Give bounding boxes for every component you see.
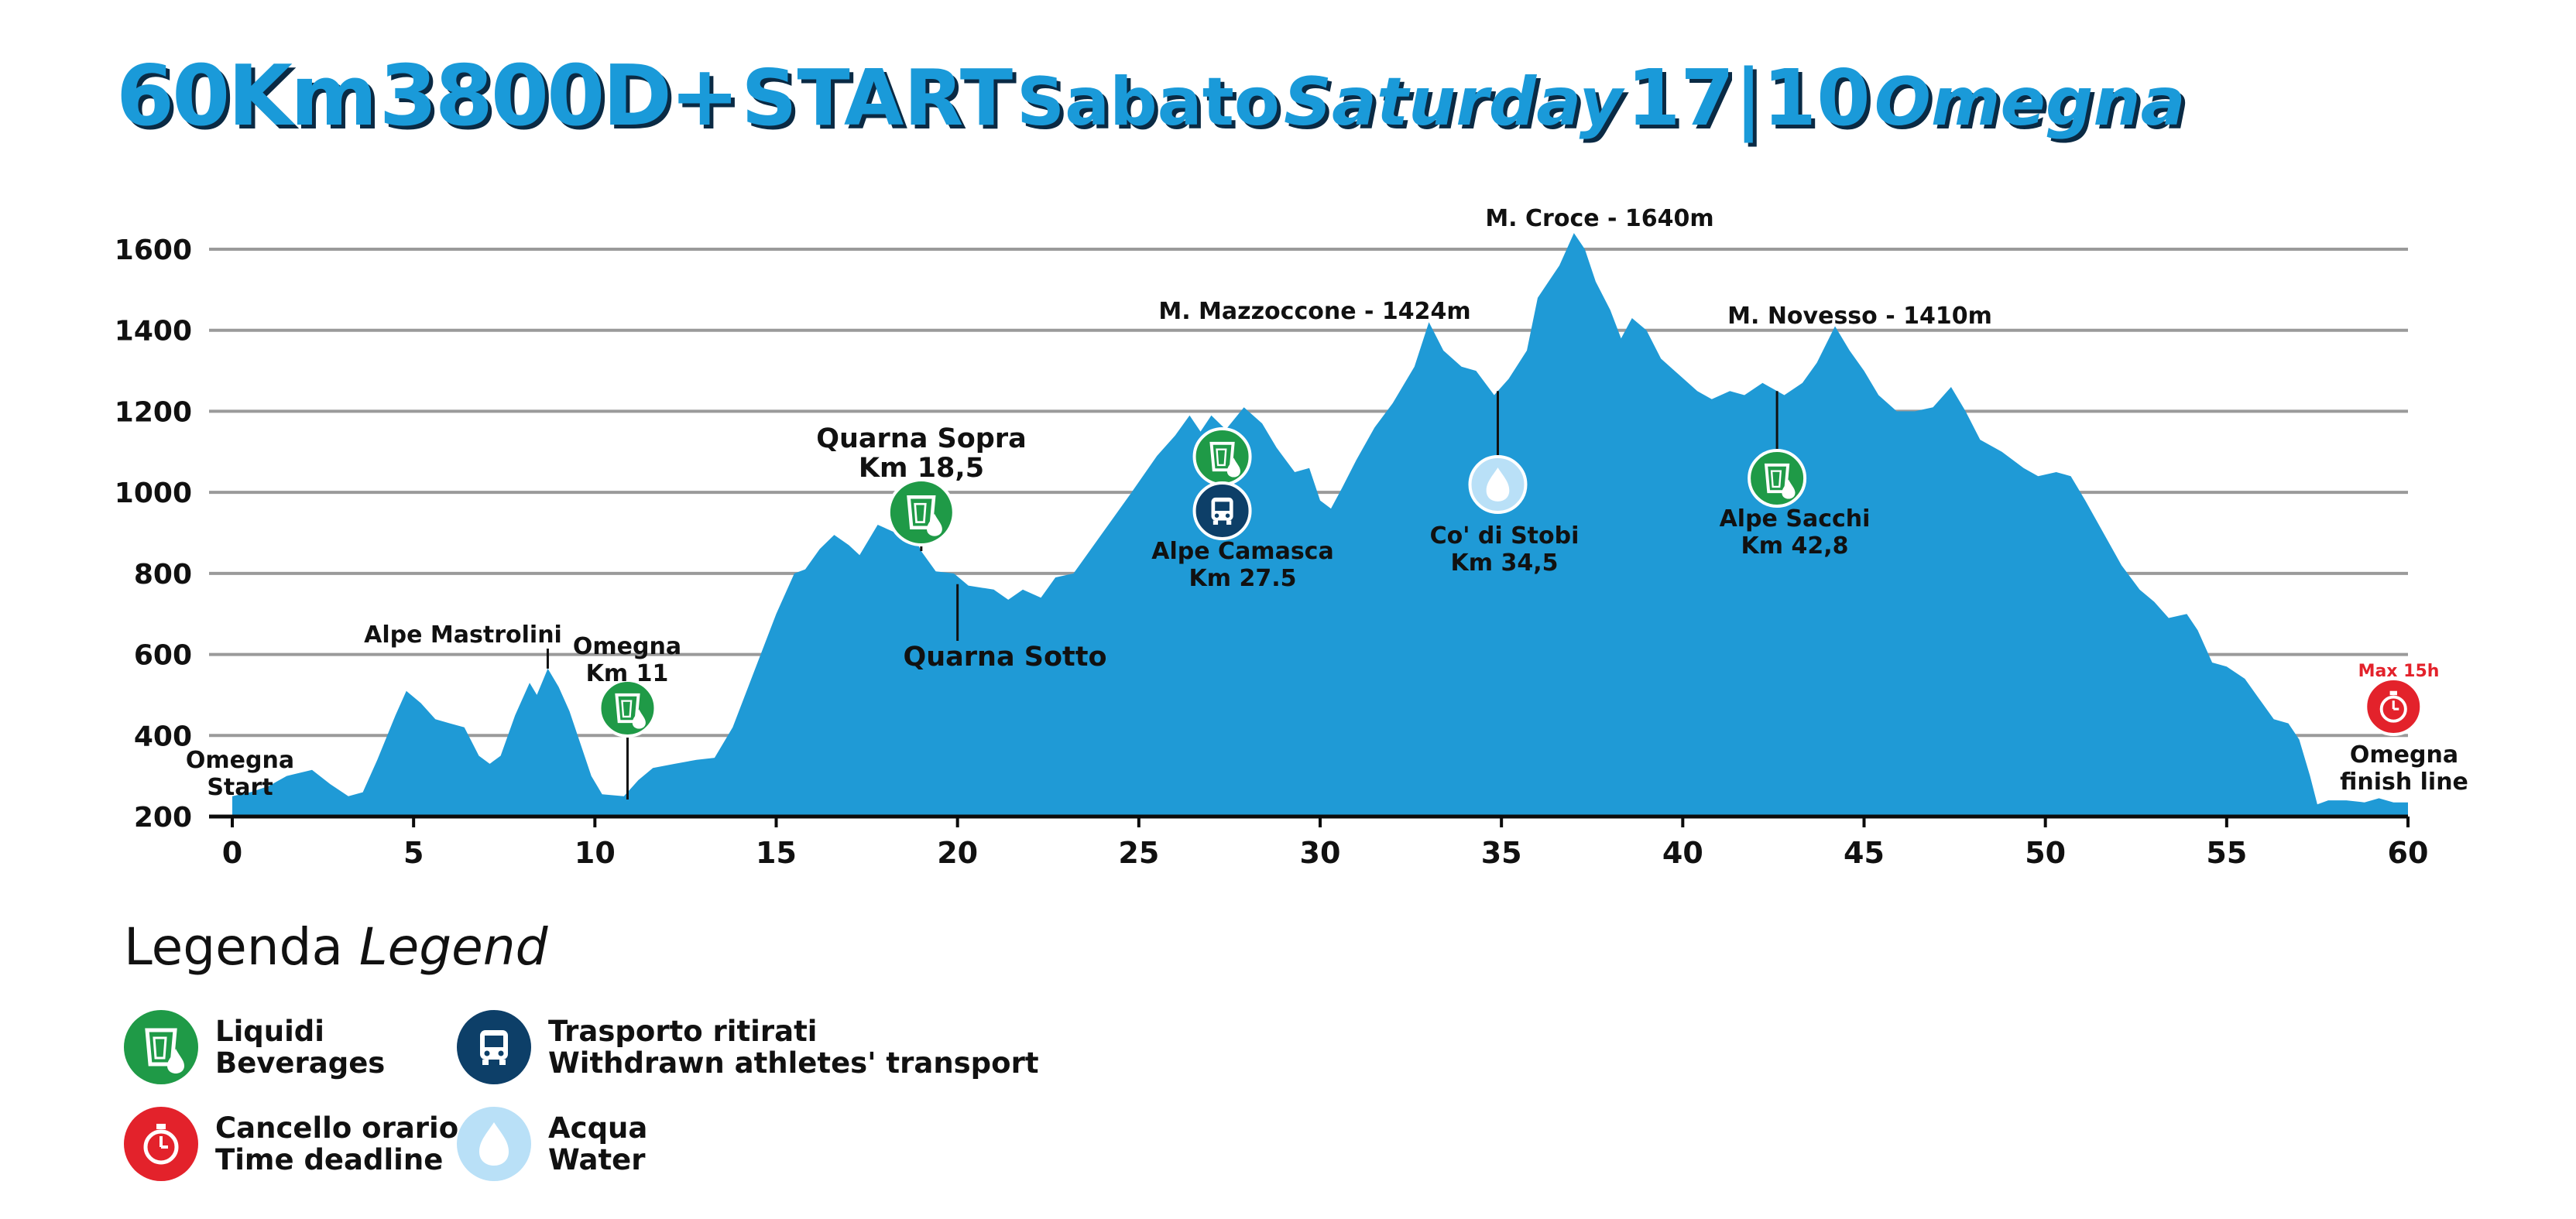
legend-item-water: Acqua Water	[457, 1107, 647, 1181]
legend-water-it: Acqua	[548, 1111, 648, 1145]
aid-station-markers	[598, 427, 2423, 738]
legend-water-en: Water	[548, 1143, 646, 1176]
bus-icon	[1192, 481, 1252, 540]
label-quarna-sopra-1: Quarna Sopra	[816, 423, 1026, 454]
legend-beverages-en: Beverages	[215, 1046, 386, 1080]
title-start: START	[741, 53, 1014, 143]
legend-item-beverages: Liquidi Beverages	[124, 1010, 385, 1084]
label-quarna-sopra-2: Km 18,5	[859, 453, 984, 484]
legend-transport-en: Withdrawn athletes' transport	[548, 1046, 1039, 1080]
x-tick-label: 15	[756, 836, 797, 870]
y-axis-ticks: 200 400 600 800 1000 1200 1400 1600	[115, 235, 192, 834]
label-co-di-stobi-1: Co' di Stobi	[1430, 522, 1580, 550]
title-place: Omegna	[1874, 63, 2186, 141]
legend-transport-it: Trasporto ritirati	[548, 1015, 818, 1048]
label-alpe-mastrolini: Alpe Mastrolini	[364, 621, 562, 649]
label-m-croce: M. Croce - 1640m	[1485, 205, 1713, 232]
profile-labels: Omegna Start Alpe Mastrolini Omegna Km 1…	[186, 205, 2468, 801]
y-tick-label: 200	[134, 802, 192, 834]
water-drop-icon	[1468, 455, 1528, 514]
x-tick-label: 25	[1118, 836, 1159, 870]
y-tick-label: 1600	[115, 235, 192, 266]
title-elevation: 3800D+	[379, 48, 740, 145]
legend-title: Legenda Legend	[124, 917, 547, 977]
beverages-icon	[598, 679, 657, 738]
legend-time-it: Cancello orario	[215, 1111, 459, 1145]
label-m-mazzoccone: M. Mazzoccone - 1424m	[1158, 298, 1470, 325]
x-tick-label: 60	[2388, 836, 2429, 870]
legend-title-it: Legenda	[124, 917, 343, 977]
beverages-icon	[1192, 427, 1252, 486]
legend-beverages-it: Liquidi	[215, 1015, 324, 1048]
label-quarna-sotto: Quarna Sotto	[903, 642, 1106, 673]
x-tick-label: 0	[222, 836, 242, 870]
label-start-2: Start	[207, 774, 273, 801]
x-tick-label: 30	[1300, 836, 1341, 870]
label-alpe-camasca-1: Alpe Camasca	[1151, 538, 1333, 565]
x-tick-label: 20	[937, 836, 978, 870]
y-tick-label: 1000	[115, 478, 192, 509]
label-finish-1: Omegna	[2350, 741, 2458, 769]
beverages-icon	[124, 1010, 198, 1084]
y-tick-label: 1200	[115, 396, 192, 428]
label-co-di-stobi-2: Km 34,5	[1451, 550, 1559, 577]
title-day-en: Saturday	[1284, 63, 1623, 141]
title-date: 17|10	[1626, 53, 1871, 143]
x-tick-label: 55	[2206, 836, 2247, 870]
x-tick-label: 40	[1662, 836, 1703, 870]
label-alpe-sacchi-2: Km 42,8	[1741, 532, 1849, 560]
x-tick-label: 10	[575, 836, 616, 870]
stopwatch-icon	[124, 1107, 198, 1181]
x-tick-label: 50	[2025, 836, 2066, 870]
beverages-icon	[1748, 449, 1807, 508]
x-axis-ticks: 0 5 10 15 20 25 30 35 40 45 50 55 60	[222, 817, 2429, 870]
y-tick-label: 800	[134, 559, 192, 591]
y-tick-label: 600	[134, 640, 192, 672]
label-alpe-sacchi-1: Alpe Sacchi	[1720, 505, 1871, 532]
page-title: 60Km 3800D+ START Sabato Saturday 17|10 …	[116, 48, 2362, 149]
x-tick-label: 35	[1481, 836, 1522, 870]
label-start-1: Omegna	[186, 747, 294, 774]
label-alpe-camasca-2: Km 27.5	[1189, 565, 1297, 592]
title-day-it: Sabato	[1017, 63, 1280, 141]
legend-item-time-deadline: Cancello orario Time deadline	[124, 1107, 458, 1181]
label-omegna-km11-2: Km 11	[586, 660, 669, 687]
legend-time-en: Time deadline	[215, 1143, 444, 1176]
x-tick-label: 45	[1844, 836, 1885, 870]
y-tick-label: 400	[134, 721, 192, 752]
water-drop-icon	[457, 1107, 531, 1181]
title-distance: 60Km	[116, 48, 378, 145]
label-omegna-km11-1: Omegna	[573, 633, 681, 660]
legend-item-transport: Trasporto ritirati Withdrawn athletes' t…	[457, 1010, 1039, 1084]
label-max-time: Max 15h	[2358, 662, 2440, 681]
pointer-lines	[546, 391, 1779, 800]
y-tick-label: 1400	[115, 316, 192, 348]
label-m-novesso: M. Novesso - 1410m	[1727, 303, 1992, 330]
legend-title-en: Legend	[358, 917, 548, 977]
stopwatch-icon	[2364, 677, 2423, 736]
label-finish-2: finish line	[2340, 769, 2468, 796]
x-tick-label: 5	[403, 836, 424, 870]
elevation-area	[232, 233, 2408, 817]
bus-icon	[457, 1010, 531, 1084]
beverages-icon	[887, 478, 955, 546]
